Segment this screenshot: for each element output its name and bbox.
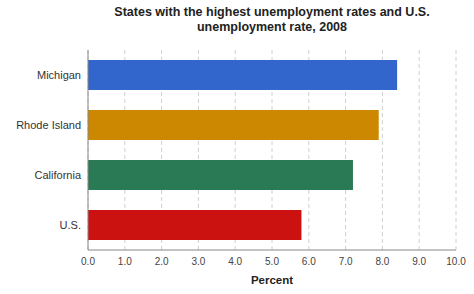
x-tick-label: 1.0 [118, 256, 132, 267]
x-tick-label: 2.0 [155, 256, 169, 267]
bar [88, 210, 301, 240]
x-axis-label: Percent [251, 274, 293, 286]
grid-line [88, 50, 89, 250]
bar [88, 160, 353, 190]
x-tick-label: 10.0 [446, 256, 466, 267]
x-tick-label: 4.0 [228, 256, 242, 267]
y-tick-label: California [35, 169, 82, 181]
grid-line [456, 50, 457, 250]
x-axis-line [88, 250, 456, 251]
x-tick-label: 6.0 [302, 256, 316, 267]
chart: States with the highest unemployment rat… [0, 0, 474, 294]
x-tick-label: 9.0 [412, 256, 426, 267]
x-tick-label: 7.0 [339, 256, 353, 267]
y-tick-label: Michigan [37, 69, 81, 81]
y-tick-label: Rhode Island [16, 119, 81, 131]
x-tick-label: 5.0 [265, 256, 279, 267]
x-tick-label: 0.0 [81, 256, 95, 267]
bars [88, 60, 397, 240]
x-tick-label: 3.0 [191, 256, 205, 267]
x-tick-label: 8.0 [375, 256, 389, 267]
y-tick-label: U.S. [60, 219, 81, 231]
grid-line [419, 50, 420, 250]
bar [88, 60, 397, 90]
y-axis-line [88, 50, 89, 250]
bar [88, 110, 379, 140]
title: States with the highest unemployment rat… [114, 5, 429, 34]
